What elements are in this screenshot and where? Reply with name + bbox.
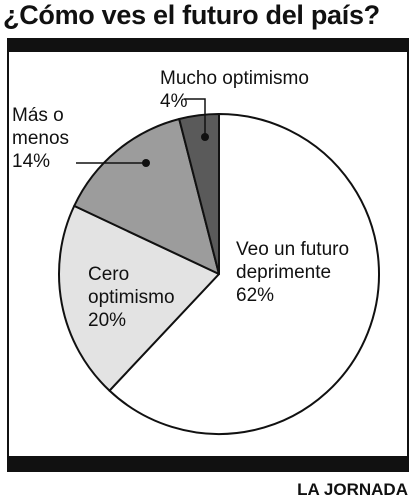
bottom-rule (7, 456, 409, 472)
slice-mas-o-menos (73, 118, 220, 275)
leader-dot-mucho-optimismo (201, 133, 209, 141)
label-veo-futuro-deprimente: Veo un futuro deprimente 62% (236, 238, 349, 307)
pie-slices (58, 113, 380, 435)
label-line: menos (12, 128, 70, 149)
leader-lines (76, 98, 209, 167)
source-credit: LA JORNADA (297, 480, 408, 499)
label-mas-o-menos: Más o menos 14% (12, 104, 69, 173)
label-value: 4% (160, 91, 188, 112)
slice-mucho-optimismo (178, 113, 220, 275)
label-value: 62% (236, 285, 275, 306)
label-line: deprimente (236, 262, 332, 283)
slice-cero-optimismo (58, 204, 220, 392)
label-line: Más o (12, 105, 64, 126)
label-line: optimismo (88, 287, 175, 308)
label-value: 14% (12, 151, 51, 172)
chart-title: ¿Cómo ves el futuro del país? (3, 0, 380, 30)
chart-frame (7, 52, 409, 456)
top-rule (7, 38, 409, 52)
leader-dot-mas-o-menos (142, 159, 150, 167)
label-line: Veo un futuro (236, 239, 350, 260)
leader-mucho-optimismo (184, 98, 206, 137)
label-mucho-optimismo: Mucho optimismo 4% (160, 67, 309, 113)
label-cero-optimismo: Cero optimismo 20% (88, 263, 175, 332)
label-line: Cero (88, 264, 130, 285)
label-value: 20% (88, 310, 127, 331)
label-line: Mucho optimismo (160, 68, 309, 89)
slice-veo-futuro-deprimente (108, 113, 380, 435)
